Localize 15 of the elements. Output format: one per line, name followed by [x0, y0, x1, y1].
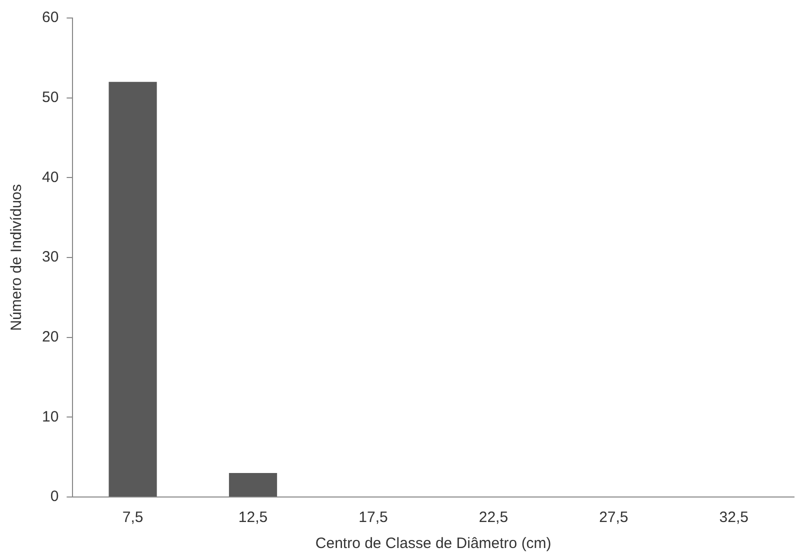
x-tick-label: 27,5 — [599, 509, 628, 526]
y-axis-title: Número de Indivíduos — [8, 184, 26, 331]
x-tick-label: 12,5 — [238, 509, 268, 526]
y-tick-label: 50 — [42, 88, 59, 106]
y-tick-label: 20 — [42, 328, 59, 346]
x-tick-label: 7,5 — [122, 509, 144, 526]
y-tick-label: 40 — [42, 168, 59, 186]
x-tick-label: 17,5 — [358, 509, 388, 526]
x-axis-title: Centro de Classe de Diâmetro (cm) — [315, 535, 552, 552]
y-tick-label: 30 — [42, 248, 59, 266]
x-tick-label: 22,5 — [478, 509, 508, 526]
y-tick-label: 10 — [42, 408, 59, 426]
y-tick-label: 0 — [50, 488, 59, 506]
y-tick-label: 60 — [42, 9, 59, 26]
x-tick-label: 32,5 — [719, 509, 748, 526]
